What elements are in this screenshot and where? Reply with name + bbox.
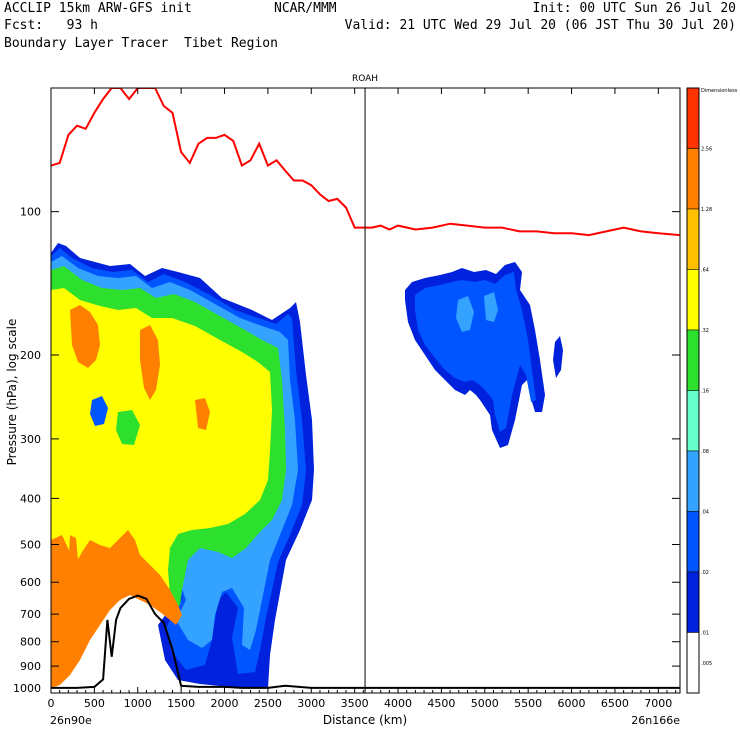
fill-left-orange-patch-2	[140, 325, 160, 400]
x-tick-label: 3000	[297, 697, 325, 710]
fill-left-orange-patch-1	[70, 305, 100, 368]
colorbar-label: .04	[701, 510, 709, 516]
y-tick-label: 400	[20, 492, 41, 505]
contour-fills	[51, 243, 563, 688]
x-axis-label: Distance (km)	[323, 713, 407, 727]
y-tick-label: 100	[20, 206, 41, 219]
colorbar-label: .16	[701, 389, 709, 395]
x-tick-label: 6500	[601, 697, 629, 710]
x-tick-label: 0	[48, 697, 55, 710]
y-tick-label: 900	[20, 660, 41, 673]
header-line2-right: Valid: 21 UTC Wed 29 Jul 20 (06 JST Thu …	[344, 18, 736, 33]
x-ticks: 0 500 1000 1500 2000 2500 3000 3500 4000 4500 5000…	[48, 88, 677, 710]
header-line1-right: Init: 00 UTC Sun 26 Jul 20	[532, 1, 737, 16]
colorbar-swatch	[686, 208, 700, 270]
fill-left-orange-lower	[68, 535, 78, 578]
x-tick-label: 1500	[167, 697, 195, 710]
x-tick-label: 4000	[384, 697, 412, 710]
y-tick-label: 700	[20, 608, 41, 621]
fill-left-yellow	[51, 288, 272, 620]
colorbar-label: .01	[701, 631, 709, 637]
tropopause-line	[51, 88, 680, 237]
colorbar-swatch	[686, 329, 700, 391]
colorbar-swatch	[686, 269, 700, 331]
x-tick-label: 500	[84, 697, 105, 710]
colorbar-label: .64	[701, 268, 709, 274]
colorbar-swatch	[686, 390, 700, 452]
fill-left-orange-patch-3	[195, 398, 210, 430]
colorbar-frame	[686, 87, 700, 694]
fill-left-orange	[51, 530, 182, 688]
colorbar-label: .08	[701, 449, 709, 455]
colorbar-swatch	[686, 450, 700, 512]
colorbar-swatch	[686, 87, 700, 149]
plot-title: ROAH	[352, 74, 378, 84]
colorbar-swatch	[686, 511, 700, 573]
colorbar-label: .005	[701, 661, 712, 667]
header-line1-center: NCAR/MMM	[274, 1, 337, 16]
header-line3-left: Boundary Layer Tracer Tibet Region	[4, 36, 278, 51]
x-tick-label: 6000	[558, 697, 586, 710]
x-tick-label: 2500	[254, 697, 282, 710]
fill-right-small-blob	[553, 336, 563, 378]
fill-left-green-pocket	[116, 410, 140, 445]
header-line2-left: Fcst: 93 h	[4, 18, 98, 33]
y-tick-label: 500	[20, 539, 41, 552]
y-tick-label: 1000	[13, 682, 41, 695]
x-tick-label: 1000	[124, 697, 152, 710]
colorbar-label: 2.56	[701, 147, 712, 153]
x-tick-label: 7000	[644, 697, 672, 710]
fill-right-sky-patch	[456, 296, 474, 332]
fill-right-blue	[415, 272, 536, 432]
y-tick-label: 600	[20, 576, 41, 589]
y-tick-label: 200	[20, 349, 41, 362]
y-ticks: 100 200 300 400 500 600 700 800 900 1000	[13, 206, 680, 695]
colorbar-label: 1.28	[701, 207, 712, 213]
fill-right-sky-patch-2	[484, 292, 498, 322]
y-tick-label: 300	[20, 433, 41, 446]
colorbar-swatch	[686, 148, 700, 210]
colorbar: Dimensionless 2.56 1.28 .64 .32 .16 .08 .04 .02.…	[686, 87, 738, 694]
terrain-line	[51, 594, 680, 689]
left-endpoint-label: 26n90e	[50, 714, 92, 727]
y-axis-label: Pressure (hPa), log scale	[5, 319, 19, 466]
fill-left-blue-pocket	[90, 396, 108, 426]
colorbar-label: Dimensionless	[701, 88, 738, 94]
colorbar-swatch	[686, 571, 700, 633]
y-tick-label: 800	[20, 636, 41, 649]
plot-frame	[50, 87, 681, 694]
x-tick-label: 5500	[514, 697, 542, 710]
x-tick-label: 5000	[471, 697, 499, 710]
colorbar-label: .32	[701, 328, 709, 334]
right-endpoint-label: 26n166e	[631, 714, 680, 727]
x-tick-label: 4500	[427, 697, 455, 710]
x-tick-label: 3500	[341, 697, 369, 710]
colorbar-swatch	[686, 632, 700, 694]
header-line1-left: ACCLIP 15km ARW-GFS init	[4, 1, 192, 16]
x-tick-label: 2000	[211, 697, 239, 710]
colorbar-label: .02	[701, 570, 709, 576]
